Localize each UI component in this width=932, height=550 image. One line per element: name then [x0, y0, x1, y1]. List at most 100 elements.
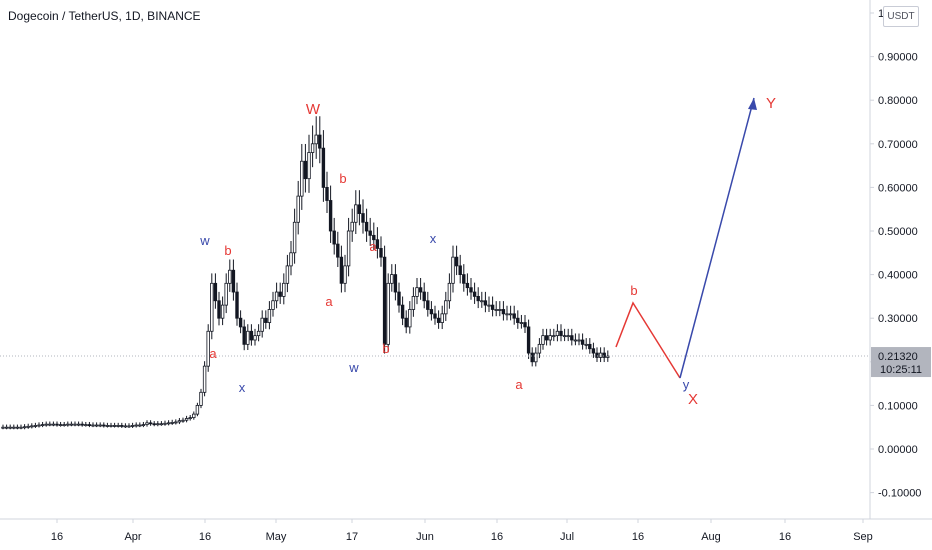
time-axis-label: Apr [124, 531, 141, 543]
currency-unit-button[interactable]: USDT [883, 6, 919, 27]
candle-body [156, 423, 160, 426]
price-axis-label: 0.10000 [878, 400, 918, 412]
candle-body [480, 300, 484, 303]
candle-body [242, 326, 246, 345]
candle-body [303, 160, 308, 180]
candle-body [555, 330, 560, 337]
candle-body [87, 424, 92, 426]
candle-body [285, 265, 290, 284]
candle-body [213, 282, 218, 302]
bar-countdown: 10:25:11 [880, 364, 922, 376]
candle-body [235, 291, 239, 319]
candle-body [260, 317, 264, 332]
time-axis-label: 16 [51, 531, 63, 543]
candle-body [80, 423, 84, 426]
time-axis-label: Jul [560, 531, 574, 543]
candle-body [580, 339, 585, 345]
candle-body [1, 426, 5, 429]
candle-body [264, 317, 268, 323]
candle-body [134, 424, 138, 427]
candle-body [4, 426, 9, 429]
candle-body [483, 300, 488, 306]
candle-body [318, 134, 322, 149]
candle-body [426, 300, 430, 310]
candle-body [343, 265, 347, 284]
candle-body [516, 317, 520, 323]
candle-body [181, 419, 185, 422]
time-axis-label: Aug [701, 531, 721, 543]
candle-body [170, 422, 174, 424]
candle-body [548, 335, 552, 341]
candle-body [440, 313, 444, 323]
candle-body [44, 423, 48, 426]
price-axis-label: 0.70000 [878, 139, 918, 151]
candle-body [512, 313, 516, 319]
candle-body [66, 423, 70, 426]
candle-body [73, 423, 77, 426]
candle-body [325, 186, 329, 201]
candle-body [534, 352, 538, 363]
time-axis-label: 17 [346, 531, 358, 543]
candle-body [12, 426, 16, 429]
candle-body [364, 221, 369, 232]
candle-body [530, 352, 534, 363]
candle-body [505, 313, 509, 316]
candle-body [321, 147, 326, 188]
candle-body [109, 425, 113, 427]
time-axis-label: 16 [779, 531, 791, 543]
candle-body [112, 425, 117, 427]
candle-body [271, 300, 275, 310]
candle-body [278, 291, 282, 297]
candle-body [454, 256, 459, 267]
candle-body [246, 330, 250, 345]
candle-body [451, 256, 455, 284]
candle-body [199, 391, 203, 406]
candle-body [404, 317, 408, 328]
candle-body [591, 348, 596, 354]
candle-body [274, 291, 279, 302]
price-axis-label: -0.10000 [878, 488, 921, 500]
last-price-tag [871, 347, 931, 378]
candle-body [519, 322, 524, 324]
candle-body [177, 420, 182, 423]
projection-blue-path [679, 97, 755, 379]
candle-body [498, 309, 502, 311]
wave-label: w [199, 233, 210, 248]
candle-body [40, 424, 45, 426]
candle-body [400, 304, 405, 319]
candle-body [573, 339, 578, 342]
candle-body [166, 422, 171, 425]
candle-body [393, 274, 398, 293]
candle-body [210, 282, 214, 332]
wave-label: x [239, 380, 246, 395]
price-axis-label: 0.00000 [878, 444, 918, 456]
candle-body [336, 243, 340, 258]
candle-body [541, 335, 545, 345]
price-axis-label: 0.80000 [878, 95, 918, 107]
candle-body [408, 309, 412, 328]
candle-body [141, 424, 146, 426]
time-axis-label: May [266, 531, 287, 543]
candle-body [228, 269, 232, 284]
candle-body [606, 355, 610, 358]
candle-body [361, 213, 365, 223]
last-price-value: 0.21320 [878, 351, 918, 363]
candle-body [462, 274, 466, 284]
candle-body [544, 335, 549, 341]
candle-body [76, 423, 81, 426]
candle-body [174, 421, 178, 424]
candle-body [469, 287, 473, 293]
candle-body [372, 234, 376, 241]
projection-label: X [688, 391, 698, 408]
wave-label: a [369, 239, 377, 254]
candle-body [94, 424, 99, 427]
candle-body [69, 423, 74, 426]
candle-body [526, 326, 531, 354]
candle-body [130, 425, 135, 427]
candle-body [292, 221, 297, 254]
candle-body [350, 221, 354, 232]
wave-label: a [325, 294, 333, 309]
candle-body [98, 424, 102, 427]
candle-body [220, 304, 225, 319]
